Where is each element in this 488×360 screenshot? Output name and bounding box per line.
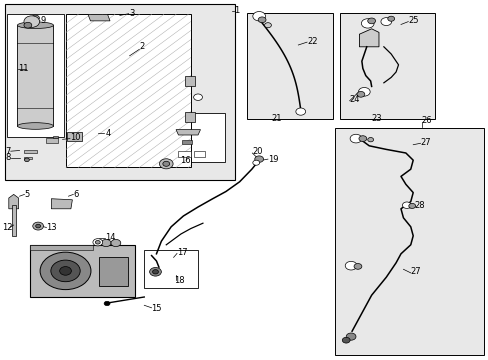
Circle shape bbox=[93, 239, 102, 246]
Text: 2: 2 bbox=[139, 42, 144, 51]
Text: 11: 11 bbox=[18, 64, 28, 73]
Circle shape bbox=[24, 158, 29, 162]
Text: 13: 13 bbox=[46, 223, 57, 232]
Polygon shape bbox=[184, 112, 194, 122]
Text: 5: 5 bbox=[24, 190, 30, 199]
Text: 14: 14 bbox=[105, 233, 115, 242]
Circle shape bbox=[345, 261, 356, 270]
Text: 3: 3 bbox=[129, 9, 135, 18]
Circle shape bbox=[254, 156, 263, 162]
Circle shape bbox=[380, 18, 391, 26]
Circle shape bbox=[387, 16, 394, 21]
Text: 17: 17 bbox=[177, 248, 187, 257]
Bar bbox=[173, 113, 224, 162]
Circle shape bbox=[252, 160, 259, 165]
Circle shape bbox=[95, 240, 100, 244]
Polygon shape bbox=[176, 130, 200, 135]
Circle shape bbox=[40, 252, 91, 289]
Bar bbox=[99, 257, 128, 286]
Bar bbox=[178, 151, 190, 157]
Bar bbox=[246, 13, 332, 119]
Bar bbox=[30, 245, 93, 250]
Text: 23: 23 bbox=[370, 114, 381, 123]
Circle shape bbox=[356, 91, 364, 97]
Polygon shape bbox=[24, 157, 32, 159]
Polygon shape bbox=[53, 136, 58, 138]
Bar bbox=[339, 13, 434, 119]
Text: 27: 27 bbox=[410, 267, 421, 276]
Bar bbox=[7, 14, 63, 137]
Circle shape bbox=[342, 337, 349, 343]
Circle shape bbox=[361, 19, 373, 28]
Polygon shape bbox=[51, 199, 72, 209]
Circle shape bbox=[264, 23, 271, 28]
Polygon shape bbox=[24, 150, 37, 153]
Circle shape bbox=[358, 87, 369, 96]
Bar bbox=[30, 245, 135, 297]
Circle shape bbox=[163, 161, 169, 166]
Circle shape bbox=[252, 12, 265, 21]
Text: 25: 25 bbox=[407, 16, 418, 25]
Polygon shape bbox=[359, 29, 378, 47]
Circle shape bbox=[152, 270, 158, 274]
Polygon shape bbox=[184, 76, 194, 86]
Circle shape bbox=[353, 264, 361, 269]
Circle shape bbox=[32, 15, 39, 21]
Circle shape bbox=[346, 333, 355, 340]
Text: 15: 15 bbox=[151, 304, 162, 313]
Text: 18: 18 bbox=[173, 276, 184, 285]
Text: 19: 19 bbox=[267, 154, 278, 163]
Polygon shape bbox=[12, 205, 16, 236]
Ellipse shape bbox=[18, 22, 53, 28]
Polygon shape bbox=[67, 132, 82, 141]
Circle shape bbox=[149, 267, 161, 276]
Bar bbox=[144, 250, 198, 288]
Polygon shape bbox=[88, 14, 110, 21]
Circle shape bbox=[60, 266, 71, 275]
Polygon shape bbox=[182, 140, 192, 144]
Ellipse shape bbox=[18, 123, 53, 129]
Bar bbox=[18, 25, 53, 126]
Text: 7: 7 bbox=[5, 147, 10, 156]
Text: 1: 1 bbox=[233, 6, 239, 15]
Text: 10: 10 bbox=[70, 133, 80, 142]
Text: 16: 16 bbox=[180, 156, 190, 165]
Text: 27: 27 bbox=[420, 138, 430, 147]
Circle shape bbox=[24, 16, 40, 27]
Text: 22: 22 bbox=[306, 37, 317, 46]
Circle shape bbox=[367, 138, 373, 142]
Bar bbox=[5, 4, 234, 180]
Circle shape bbox=[33, 222, 43, 230]
Circle shape bbox=[367, 18, 375, 24]
Circle shape bbox=[104, 301, 110, 306]
Bar bbox=[194, 151, 204, 157]
Circle shape bbox=[36, 224, 41, 228]
Circle shape bbox=[358, 136, 366, 141]
Text: 4: 4 bbox=[105, 129, 110, 138]
Circle shape bbox=[349, 134, 361, 143]
Polygon shape bbox=[46, 138, 58, 143]
Circle shape bbox=[408, 203, 415, 208]
Text: 6: 6 bbox=[73, 190, 79, 199]
Text: 21: 21 bbox=[270, 114, 281, 123]
Circle shape bbox=[159, 159, 173, 169]
Bar bbox=[66, 14, 190, 167]
Circle shape bbox=[258, 17, 265, 23]
Text: 24: 24 bbox=[349, 95, 359, 104]
Text: 28: 28 bbox=[414, 202, 425, 210]
Circle shape bbox=[51, 260, 80, 282]
Circle shape bbox=[24, 22, 32, 28]
Text: 8: 8 bbox=[5, 153, 10, 162]
Bar bbox=[334, 128, 483, 355]
Text: 9: 9 bbox=[40, 16, 45, 25]
Text: 26: 26 bbox=[421, 116, 431, 125]
Circle shape bbox=[193, 94, 202, 100]
Text: 20: 20 bbox=[252, 148, 262, 156]
Text: 12: 12 bbox=[2, 223, 13, 232]
Circle shape bbox=[101, 239, 111, 247]
Polygon shape bbox=[9, 194, 19, 209]
Circle shape bbox=[111, 239, 121, 247]
Circle shape bbox=[295, 108, 305, 115]
Circle shape bbox=[402, 202, 410, 208]
